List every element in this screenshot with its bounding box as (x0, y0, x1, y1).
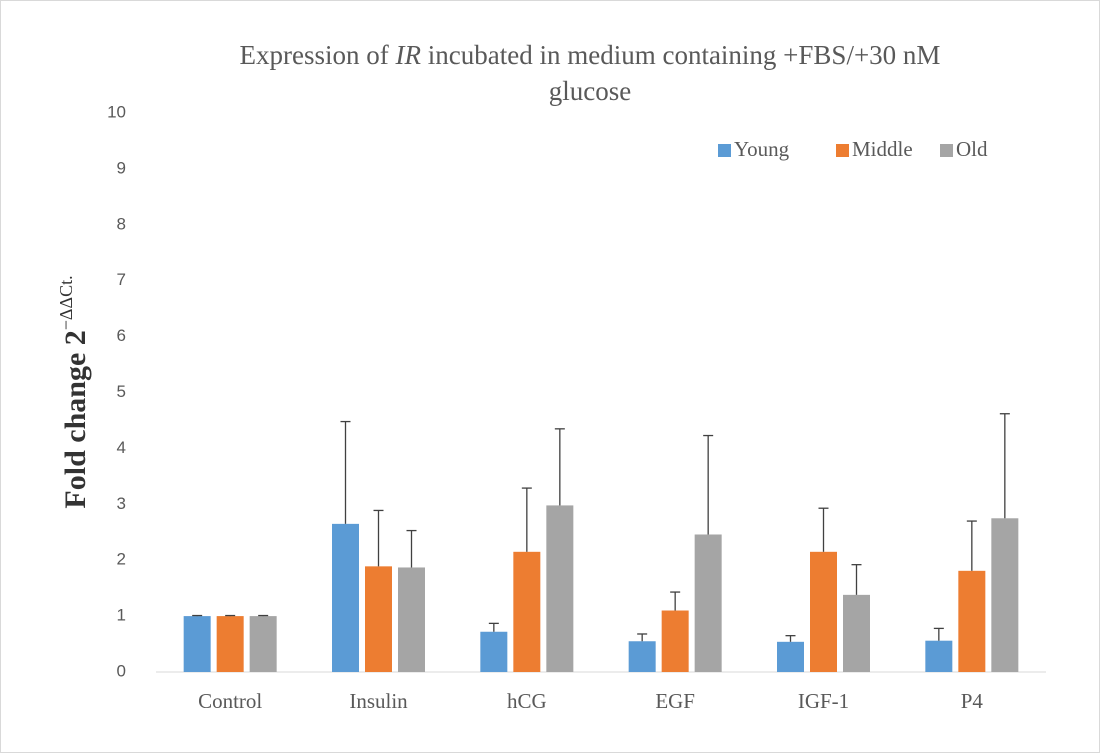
y-tick-label: 0 (117, 661, 126, 680)
error-bar (554, 428, 565, 506)
bar (958, 570, 986, 672)
chart-title: glucose (549, 76, 631, 106)
bar (694, 534, 722, 672)
error-bar (999, 413, 1010, 519)
x-tick-label: Control (198, 689, 262, 713)
error-bar (851, 564, 862, 595)
legend-label: Old (956, 137, 988, 161)
y-axis-label: Fold change 2−ΔΔCt. (56, 275, 92, 508)
error-bar (521, 487, 532, 552)
legend-swatch (940, 144, 953, 157)
bar (546, 505, 574, 672)
y-tick-label: 10 (107, 102, 126, 121)
y-axis-label-superscript: −ΔΔCt. (56, 275, 76, 330)
x-tick-label: P4 (961, 689, 984, 713)
y-tick-label: 7 (117, 270, 126, 289)
error-bar (670, 591, 681, 611)
error-bar (340, 420, 351, 524)
y-tick-label: 8 (117, 214, 126, 233)
error-bar (818, 507, 829, 552)
bar (216, 616, 244, 672)
x-tick-label: Insulin (349, 689, 408, 713)
bar (843, 594, 870, 672)
bar (365, 566, 392, 672)
bar (925, 640, 953, 672)
legend-label: Young (734, 137, 790, 161)
legend-swatch (718, 144, 731, 157)
bar (661, 610, 689, 672)
y-tick-label: 5 (117, 382, 126, 401)
x-tick-label: hCG (507, 689, 547, 713)
error-bar (488, 622, 499, 632)
error-bar (406, 529, 417, 568)
x-tick-label: EGF (655, 689, 695, 713)
title-part: incubated in medium containing +FBS/+30 … (421, 40, 940, 70)
error-bar (637, 633, 648, 642)
legend-swatch (836, 144, 849, 157)
error-bar (225, 614, 236, 617)
x-tick-label: IGF-1 (798, 689, 849, 713)
error-bar (258, 614, 269, 617)
bar (332, 523, 359, 672)
bar (480, 631, 508, 672)
bar (777, 641, 804, 672)
y-tick-label: 6 (117, 326, 126, 345)
bar (249, 616, 277, 672)
title-part: Expression of (240, 40, 396, 70)
bar (398, 567, 425, 672)
y-tick-label: 1 (117, 606, 126, 625)
y-tick-label: 3 (117, 494, 126, 513)
error-bar (966, 520, 977, 571)
bar (991, 518, 1019, 672)
chart-title: Expression of IR incubated in medium con… (240, 40, 941, 70)
y-tick-label: 9 (117, 158, 126, 177)
title-part: glucose (549, 76, 631, 106)
bar (513, 551, 541, 672)
bar (183, 616, 211, 672)
error-bar (785, 635, 796, 642)
error-bar (703, 434, 714, 535)
y-tick-label: 2 (117, 550, 126, 569)
legend-label: Middle (852, 137, 913, 161)
bar (628, 641, 656, 672)
error-bar (192, 614, 203, 617)
bar (810, 551, 837, 672)
error-bar (933, 627, 944, 641)
y-axis-label-text: Fold change 2 (59, 330, 92, 508)
y-tick-label: 4 (117, 438, 126, 457)
error-bar (373, 509, 384, 567)
title-part: IR (395, 40, 422, 70)
